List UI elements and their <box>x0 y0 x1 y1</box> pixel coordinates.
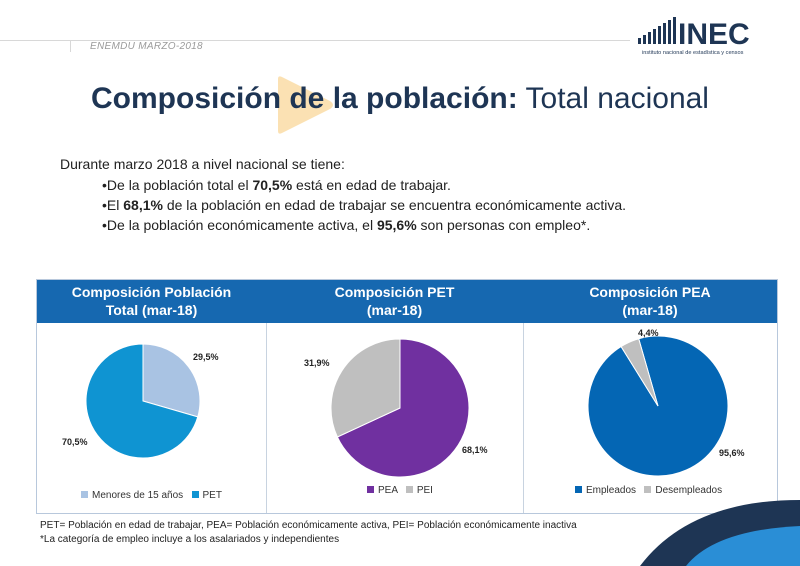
pie-chart-poblacion <box>85 343 201 459</box>
legend-label-pet: PET <box>202 490 222 501</box>
header-tick <box>70 40 71 52</box>
bullet-2: •El 68,1% de la población en edad de tra… <box>102 197 626 213</box>
pie-3-label-empleados: 95,6% <box>719 448 745 458</box>
legend-label-desempleados: Desempleados <box>655 485 723 496</box>
pie-2-label-pei: 31,9% <box>304 358 330 368</box>
title-light: Total nacional <box>525 82 709 115</box>
legend-3: Empleados Desempleados <box>575 485 722 496</box>
legend-swatch-empleados <box>575 486 582 493</box>
legend-label-empleados: Empleados <box>586 485 637 496</box>
panel-3-title-line1: Composición PEA <box>589 284 711 300</box>
legend-swatch-pei <box>405 486 413 493</box>
bullet-1-pre: •De la población total el <box>102 177 253 193</box>
pie-slice-menores-de-15-a-os <box>142 343 201 418</box>
bullet-3-pre: •De la población económicamente activa, … <box>102 217 377 233</box>
pie-3-label-desempleados: 4,4% <box>638 328 659 338</box>
bullet-1-post: está en edad de trabajar. <box>292 177 451 193</box>
panel-2-title-line2: (mar-18) <box>366 302 423 318</box>
pie-1-label-pet: 70,5% <box>62 437 88 447</box>
play-decoration-icon <box>278 76 333 134</box>
legend-swatch-pea <box>367 486 374 493</box>
bullet-3-post: son personas con empleo*. <box>416 217 591 233</box>
bullet-1: •De la población total el 70,5% está en … <box>102 177 451 193</box>
panel-poblacion-total: Composición Población Total (mar-18) 29,… <box>37 280 267 513</box>
legend-swatch-menores <box>81 491 88 498</box>
panel-3-header: Composición PEA (mar-18) <box>523 280 777 323</box>
bullet-2-pre: •El <box>102 197 124 213</box>
bullet-3: •De la población económicamente activa, … <box>102 217 590 233</box>
pie-2-label-pea: 68,1% <box>462 445 488 455</box>
panel-pea: Composición PEA (mar-18) 4,4% 95,6% Empl… <box>523 280 777 513</box>
panel-1-title-line2: Total (mar-18) <box>105 302 198 318</box>
panel-1-header: Composición Población Total (mar-18) <box>37 280 266 323</box>
legend-label-pei: PEI <box>416 485 433 496</box>
pie-1-label-menores: 29,5% <box>193 352 219 362</box>
header-subtitle: ENEMDU MARZO-2018 <box>90 41 203 52</box>
inec-logo: INEC instituto nacional de estadística y… <box>638 17 750 56</box>
page-title: Composición de la población: Total nacio… <box>0 82 800 116</box>
logo-tagline: instituto nacional de estadística y cens… <box>642 50 744 56</box>
pie-slice-pea <box>336 338 470 478</box>
legend-2: PEA PEI <box>367 485 433 496</box>
pie-slice-pei <box>330 338 401 438</box>
bullet-2-value: 68,1% <box>123 197 163 213</box>
pie-chart-pea <box>587 335 729 477</box>
footnote-1: PET= Población en edad de trabajar, PEA=… <box>40 520 577 531</box>
panel-3-title-line2: (mar-18) <box>622 302 678 318</box>
legend-1: Menores de 15 años PET <box>81 490 222 501</box>
pie-slice-desempleados <box>620 338 659 407</box>
intro-text: Durante marzo 2018 a nivel nacional se t… <box>60 156 345 172</box>
legend-swatch-pet <box>191 491 199 498</box>
panel-pet: Composición PET (mar-18) 31,9% 68,1% PEA… <box>266 280 524 513</box>
logo-bars-icon <box>638 17 676 44</box>
panel-2-title-line1: Composición PET <box>334 284 455 300</box>
logo-text: INEC <box>678 18 750 51</box>
panel-2-header: Composición PET (mar-18) <box>266 280 523 323</box>
charts-panel: Composición Población Total (mar-18) 29,… <box>36 279 778 514</box>
bullet-2-post: de la población en edad de trabajar se e… <box>162 197 627 213</box>
bullet-3-value: 95,6% <box>376 217 417 233</box>
pie-slice-pet <box>85 343 199 459</box>
legend-label-menores: Menores de 15 años <box>92 490 184 501</box>
footnote-2: *La categoría de empleo incluye a los as… <box>40 534 340 545</box>
bullet-1-value: 70,5% <box>252 177 293 193</box>
panel-1-title-line1: Composición Población <box>71 284 232 300</box>
legend-swatch-desempleados <box>644 486 652 493</box>
title-bold: Composición de la población: <box>91 82 518 115</box>
header-rule <box>0 40 630 41</box>
legend-label-pea: PEA <box>378 485 398 496</box>
pie-chart-pet <box>330 338 470 478</box>
